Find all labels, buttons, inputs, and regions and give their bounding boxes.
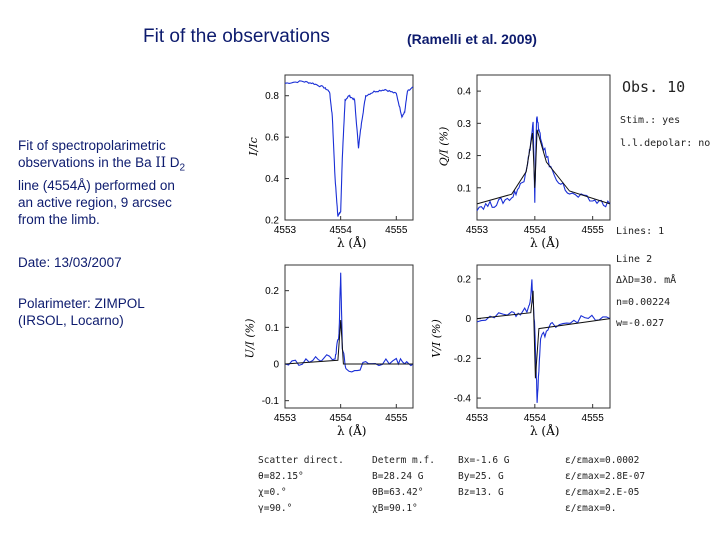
- table-cell: Bx=-1.6 G: [458, 455, 510, 466]
- observation-line-q: [476, 116, 611, 211]
- y-tick-label-u: 0.1: [265, 323, 279, 334]
- ylabel-v: V/I (%): [429, 319, 443, 358]
- obs-label: Obs. 10: [622, 78, 686, 96]
- x-tick-label-v: 4555: [582, 413, 605, 424]
- d-subscript: 2: [179, 162, 186, 174]
- description-text: Fit of spectropolarimetric observations …: [18, 137, 185, 228]
- y-tick-label-v: -0.2: [454, 354, 472, 365]
- description-line: from the limb.: [18, 211, 100, 227]
- fit-line-u: [284, 319, 413, 365]
- scatter-column: Scatter direct. θ=82.15° χ=0.° γ=90.°: [258, 453, 344, 517]
- y-tick-label-intensity: 0.2: [265, 216, 279, 227]
- polarimeter-text: Polarimeter: ZIMPOL (IRSOL, Locarno): [18, 295, 145, 329]
- x-tick-label-u: 4553: [274, 413, 297, 424]
- table-cell: ε/εmax=0.: [565, 503, 617, 514]
- lines-label: Lines: 1: [616, 226, 665, 237]
- table-cell: θB=63.42°: [372, 487, 424, 498]
- y-tick-label-intensity: 0.6: [265, 133, 279, 144]
- x-tick-label-u: 4554: [330, 413, 353, 424]
- slide-title: Fit of the observations: [143, 26, 330, 47]
- table-cell: γ=90.°: [258, 503, 293, 514]
- x-tick-label-v: 4553: [466, 413, 489, 424]
- line2-label: Line 2: [616, 254, 653, 265]
- table-cell: Scatter direct.: [258, 455, 344, 466]
- table-cell: ε/εmax=2.8E-07: [565, 471, 646, 482]
- y-tick-label-q: 0.4: [457, 87, 471, 98]
- y-tick-label-v: -0.4: [454, 394, 472, 405]
- panel-frame-intensity: [284, 74, 414, 221]
- epsilon-column: ε/εmax=0.0002 ε/εmax=2.8E-07 ε/εmax=2.E-…: [565, 453, 645, 517]
- ylabel-u: U/I (%): [243, 318, 257, 359]
- observation-line-v: [476, 279, 611, 403]
- components-column: Bx=-1.6 G By=25. G Bz=13. G: [458, 453, 509, 501]
- y-tick-label-u: 0: [273, 360, 279, 371]
- field-column: Determ m.f. B=28.24 G θB=63.42° χB=90.1°: [372, 453, 435, 517]
- x-tick-label-intensity: 4554: [330, 225, 353, 236]
- table-cell: By=25. G: [458, 471, 504, 482]
- y-tick-label-u: -0.1: [262, 396, 280, 407]
- x-tick-label-v: 4554: [524, 413, 547, 424]
- panel-frame-q: [476, 74, 611, 221]
- delta-lambda-label: ΔλD=30. mÅ: [616, 275, 677, 286]
- description-line: observations in the Ba II D2: [18, 155, 186, 174]
- table-cell: B=28.24 G: [372, 471, 424, 482]
- observation-line-u: [284, 272, 414, 373]
- w-value-label: w=-0.027: [616, 318, 665, 329]
- x-tick-label-intensity: 4553: [274, 225, 297, 236]
- xlabel-intensity: λ (Å): [337, 236, 367, 250]
- table-cell: ε/εmax=2.E-05: [565, 487, 640, 498]
- xlabel-v: λ (Å): [530, 424, 560, 438]
- x-tick-label-q: 4554: [524, 225, 547, 236]
- table-cell: ε/εmax=0.0002: [565, 455, 640, 466]
- y-tick-label-intensity: 0.8: [265, 91, 279, 102]
- description-line: line (4554Å) performed on: [18, 177, 175, 193]
- y-tick-label-q: 0.1: [457, 183, 471, 194]
- table-cell: χ=0.°: [258, 487, 287, 498]
- fit-line-q: [476, 129, 611, 205]
- description-line: Fit of spectropolarimetric: [18, 138, 166, 153]
- observation-line-intensity: [284, 80, 414, 217]
- fit-line-v: [476, 290, 611, 379]
- table-cell: θ=82.15°: [258, 471, 304, 482]
- n-value-label: n=0.00224: [616, 297, 671, 308]
- table-cell: Determ m.f.: [372, 455, 435, 466]
- panel-frame-v: [476, 264, 611, 409]
- x-tick-label-u: 4555: [385, 413, 408, 424]
- x-tick-label-intensity: 4555: [385, 225, 408, 236]
- citation: (Ramelli et al. 2009): [407, 31, 537, 47]
- y-tick-label-v: 0: [465, 314, 471, 325]
- xlabel-u: λ (Å): [337, 424, 367, 438]
- panel-frame-u: [284, 264, 414, 409]
- polarimeter-line: (IRSOL, Locarno): [18, 313, 124, 328]
- y-tick-label-q: 0.2: [457, 151, 471, 162]
- date-text: Date: 13/03/2007: [18, 255, 122, 270]
- table-cell: χB=90.1°: [372, 503, 418, 514]
- x-tick-label-q: 4553: [466, 225, 489, 236]
- y-tick-label-u: 0.2: [265, 286, 279, 297]
- y-tick-label-q: 0.3: [457, 119, 471, 130]
- ylabel-q: Q/I (%): [437, 126, 451, 167]
- description-line: an active region, 9 arcsec: [18, 194, 172, 210]
- stim-label: Stim.: yes: [620, 115, 681, 126]
- table-cell: Bz=13. G: [458, 487, 504, 498]
- x-tick-label-q: 4555: [582, 225, 605, 236]
- ylabel-intensity: I/Ic: [246, 137, 260, 156]
- d-label: D: [169, 155, 180, 170]
- lldepolar-label: l.l.depolar: no: [620, 138, 711, 149]
- polarimeter-line: Polarimeter: ZIMPOL: [18, 296, 145, 311]
- y-tick-label-v: 0.2: [457, 274, 471, 285]
- y-tick-label-intensity: 0.4: [265, 174, 279, 185]
- ion-label: II: [155, 155, 167, 171]
- xlabel-q: λ (Å): [530, 236, 560, 250]
